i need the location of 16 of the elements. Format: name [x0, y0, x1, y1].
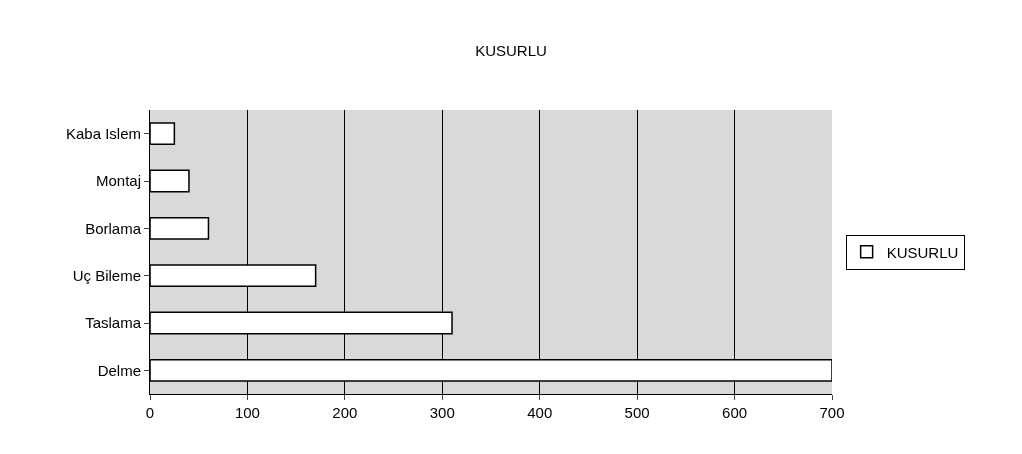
y-tick-label: Borlama [85, 219, 142, 237]
chart-title: KUSURLU [475, 41, 547, 59]
x-tick-label: 400 [527, 404, 553, 421]
x-tick-label: 100 [234, 404, 260, 421]
x-tick-label: 300 [429, 404, 455, 421]
y-tick-label: Taslama [85, 314, 142, 332]
y-tick-label: Kaba Islem [65, 124, 141, 142]
legend-label: KUSURLU [886, 243, 959, 261]
x-tick-label: 0 [145, 404, 155, 421]
y-tick-label: Uç Bileme [72, 266, 141, 284]
y-tick-label: Montaj [95, 172, 141, 190]
x-tick-label: 500 [624, 404, 650, 421]
x-tick-label: 200 [332, 404, 358, 421]
x-tick-label: 600 [722, 404, 748, 421]
y-tick-label: Delme [97, 361, 141, 379]
x-tick-label: 700 [819, 404, 845, 421]
